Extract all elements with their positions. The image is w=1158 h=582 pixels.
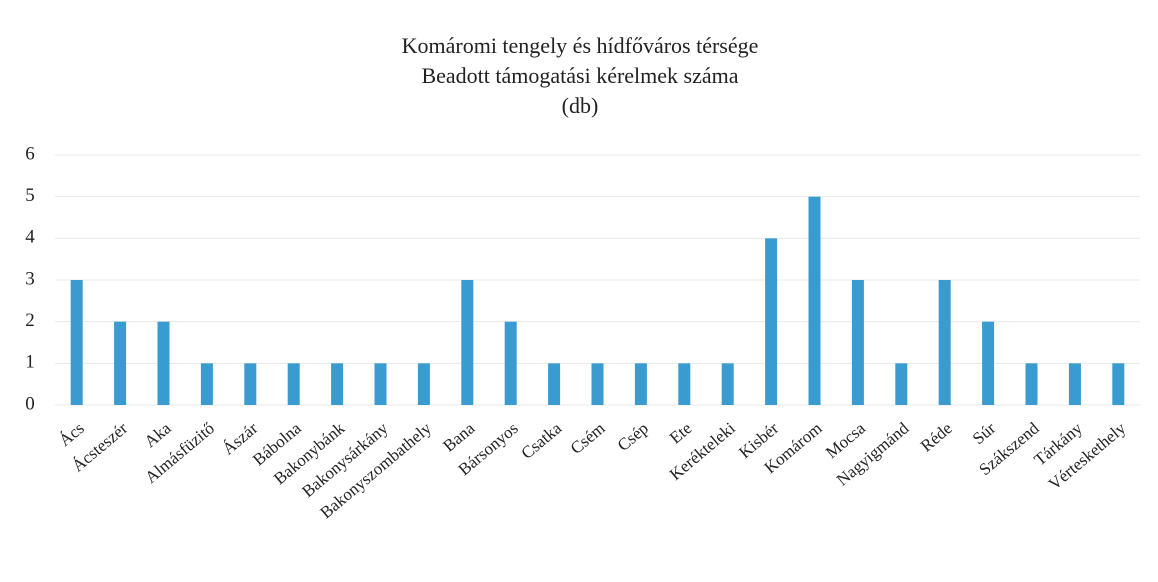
bar: [1068, 363, 1081, 405]
bar: [331, 363, 344, 405]
bar: [634, 363, 647, 405]
y-tick-label: 3: [25, 268, 35, 289]
bar: [200, 363, 213, 405]
bar: [1112, 363, 1125, 405]
bar: [851, 280, 864, 405]
y-tick-label: 5: [25, 185, 35, 206]
bar: [114, 321, 127, 405]
bar: [244, 363, 257, 405]
y-tick-label: 4: [25, 227, 35, 248]
bar: [504, 321, 517, 405]
bar: [895, 363, 908, 405]
bar: [721, 363, 734, 405]
chart-title: (db): [562, 93, 599, 118]
bar: [1025, 363, 1038, 405]
y-tick-label: 0: [25, 393, 35, 414]
bar: [548, 363, 561, 405]
y-tick-label: 2: [25, 310, 35, 331]
bar: [70, 280, 83, 405]
x-tick-label: Ács: [55, 419, 87, 451]
bar: [765, 238, 778, 405]
x-tick-label: Csém: [567, 419, 609, 458]
x-tick-label: Ete: [666, 419, 696, 448]
bar: [287, 363, 300, 405]
bar: [938, 280, 951, 405]
y-tick-label: 6: [25, 143, 35, 164]
chart-title: Komáromi tengely és hídfőváros térsége: [402, 33, 759, 58]
x-tick-label: Csatka: [518, 418, 566, 463]
bar: [591, 363, 604, 405]
bar: [808, 196, 821, 405]
bar: [157, 321, 170, 405]
bar: [982, 321, 995, 405]
bar: [678, 363, 691, 405]
bar: [461, 280, 474, 405]
x-tick-label: Réde: [917, 419, 956, 456]
x-tick-label: Csép: [614, 419, 652, 455]
bar: [417, 363, 430, 405]
y-tick-label: 1: [25, 352, 35, 373]
bar: [374, 363, 387, 405]
chart-title: Beadott támogatási kérelmek száma: [421, 63, 738, 88]
x-tick-label: Aka: [141, 418, 175, 451]
x-tick-label: Súr: [969, 418, 1000, 448]
